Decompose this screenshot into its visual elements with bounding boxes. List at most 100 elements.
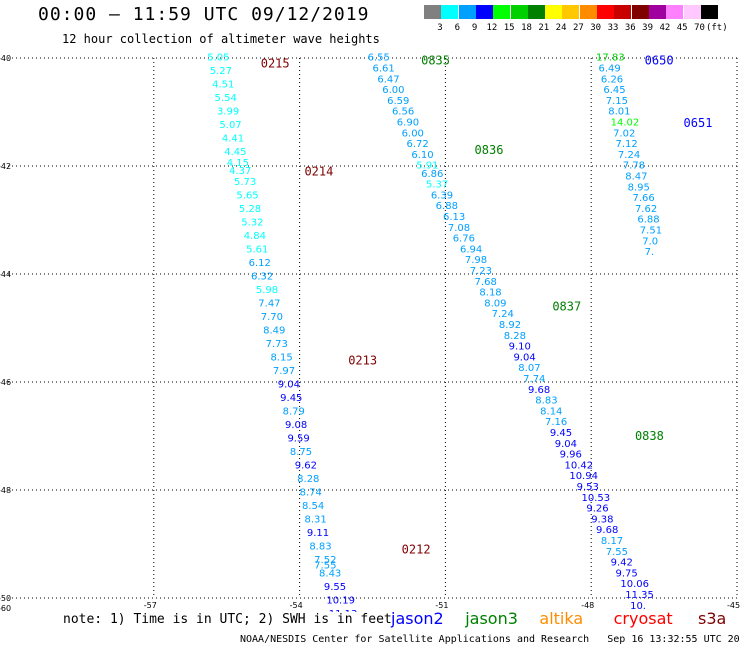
legend-label: 27 <box>572 23 584 33</box>
legend-label: 18 <box>521 23 532 33</box>
swh-point-label: 14.02 <box>611 118 640 129</box>
swh-point-label: 4.45 <box>224 147 246 158</box>
swh-point-label: 7.24 <box>618 150 640 161</box>
swh-point-label: 6.39 <box>431 190 453 201</box>
legend-swatch <box>510 5 528 19</box>
swh-point-label: 9.04 <box>278 379 300 390</box>
swh-point-label: 6.88 <box>637 215 659 226</box>
legend-swatch <box>562 5 580 19</box>
swh-point-label: 6.47 <box>377 74 399 85</box>
swh-point-label: 5.65 <box>236 190 258 201</box>
swh-point-label: 9.08 <box>285 420 307 431</box>
satellite-jason3: jason3 <box>465 609 518 628</box>
x-tick-label: -54 <box>290 601 303 610</box>
wave-height-map: -57 -54 -51 -48 -45 -40 -42 -44 -46 -48 -50-60 5.0… <box>0 53 740 612</box>
swh-point-label: 6.61 <box>373 64 395 75</box>
swh-point-label: 9.38 <box>591 514 613 525</box>
swh-point-label: 8.28 <box>504 331 526 342</box>
legend-label: 70 <box>694 23 705 33</box>
swh-point-label: 6.12 <box>249 258 271 269</box>
swh-point-label: 5.61 <box>246 244 268 255</box>
swh-point-label: 8.95 <box>628 182 650 193</box>
swh-point-label: 9.62 <box>295 460 317 471</box>
swh-point-label: 8.28 <box>297 474 319 485</box>
legend-swatch <box>614 5 632 19</box>
swh-point-label: 7.15 <box>606 96 628 107</box>
swh-point-label: 5.27 <box>210 66 232 77</box>
swh-point-label: 7.78 <box>623 161 645 172</box>
swh-point-label: 4.51 <box>212 80 234 91</box>
legend-label: (ft) <box>705 23 728 33</box>
swh-point-label: 4.37 <box>229 166 251 177</box>
pass-time-label: 0836 <box>475 143 504 157</box>
legend-label: 3 <box>437 23 443 33</box>
swh-point-label: 7.02 <box>613 128 635 139</box>
y-tick-label: -48 <box>0 486 11 495</box>
legend-label: 42 <box>659 23 671 33</box>
corner-tick-label: -60 <box>0 604 11 612</box>
pass-time-label: 0837 <box>552 299 581 313</box>
swh-point-label: 3.99 <box>217 107 239 118</box>
swh-point-label: 5.91 <box>416 161 438 172</box>
swh-point-label: 10. <box>630 601 646 612</box>
y-tick-label: -44 <box>0 270 11 279</box>
swh-point-label: 7.97 <box>273 366 295 377</box>
legend-swatch <box>683 5 701 19</box>
swh-point-label: 7.0 <box>642 236 658 247</box>
legend-swatch <box>631 5 649 19</box>
swh-point-label: 6.10 <box>411 150 433 161</box>
chart-subtitle: 12 hour collection of altimeter wave hei… <box>62 32 380 46</box>
swh-point-label: 9.26 <box>586 504 608 515</box>
swh-point-label: 8.75 <box>290 447 312 458</box>
swh-point-label: 10.94 <box>569 471 598 482</box>
swh-point-label: 10.42 <box>564 460 593 471</box>
swh-point-label: 4.84 <box>244 231 266 242</box>
legend-label: 30 <box>590 23 602 33</box>
legend-label: 33 <box>607 23 619 33</box>
swh-point-label: 5.37 <box>426 180 448 191</box>
swh-point-label: 7.74 <box>523 374 545 385</box>
swh-point-label: 4.41 <box>222 134 244 145</box>
legend-swatch <box>493 5 511 19</box>
legend-label: 6 <box>454 23 460 33</box>
swh-point-label: 8.83 <box>309 541 331 552</box>
legend-swatch <box>441 5 459 19</box>
swh-point-label: 7.73 <box>266 339 288 350</box>
x-tick-label: -57 <box>144 601 157 610</box>
pass-time-label: 0213 <box>348 353 377 367</box>
swh-point-label: 7.24 <box>492 309 514 320</box>
swh-point-label: 11.13 <box>329 609 358 612</box>
pass-time-label: 0835 <box>421 54 450 68</box>
swh-point-label: 7.55 <box>606 547 628 558</box>
swh-point-label: 7.66 <box>633 193 655 204</box>
swh-point-label: 9.04 <box>555 439 577 450</box>
data-labels: 5.05 5.27 4.51 5.54 3.99 5.07 4.41 4.454.154.37… <box>207 53 712 612</box>
swh-point-label: 5.98 <box>256 285 278 296</box>
swh-point-label: 8.47 <box>625 172 647 183</box>
swh-point-label: 8.92 <box>499 320 521 331</box>
x-tick-label: -45 <box>727 601 740 610</box>
footer-note: note: 1) Time is in UTC; 2) SWH is in fe… <box>63 612 392 627</box>
swh-point-label: 6.94 <box>460 244 482 255</box>
swh-point-label: 8.31 <box>304 514 326 525</box>
swh-point-label: 7.98 <box>465 255 487 266</box>
swh-point-label: 6.45 <box>603 85 625 96</box>
legend-swatch <box>527 5 545 19</box>
swh-point-label: 7.47 <box>258 298 280 309</box>
legend-swatch <box>666 5 684 19</box>
swh-point-label: 9.11 <box>307 528 329 539</box>
grid-lines <box>8 57 738 599</box>
swh-point-label: 8.15 <box>270 352 292 363</box>
swh-point-label: 5.05 <box>207 53 229 64</box>
legend-swatch <box>648 5 666 19</box>
swh-point-label: 8.49 <box>263 325 285 336</box>
swh-point-label: 6.13 <box>443 212 465 223</box>
legend-label: 15 <box>503 23 515 33</box>
legend-swatch <box>424 5 441 19</box>
swh-point-label: 9.96 <box>560 450 582 461</box>
swh-point-label: 10.19 <box>326 595 355 606</box>
swh-point-label: 6.00 <box>382 85 404 96</box>
swh-point-label: 6.86 <box>421 169 443 180</box>
swh-point-label: 6.56 <box>392 107 414 118</box>
swh-point-label: 7.12 <box>616 139 638 150</box>
